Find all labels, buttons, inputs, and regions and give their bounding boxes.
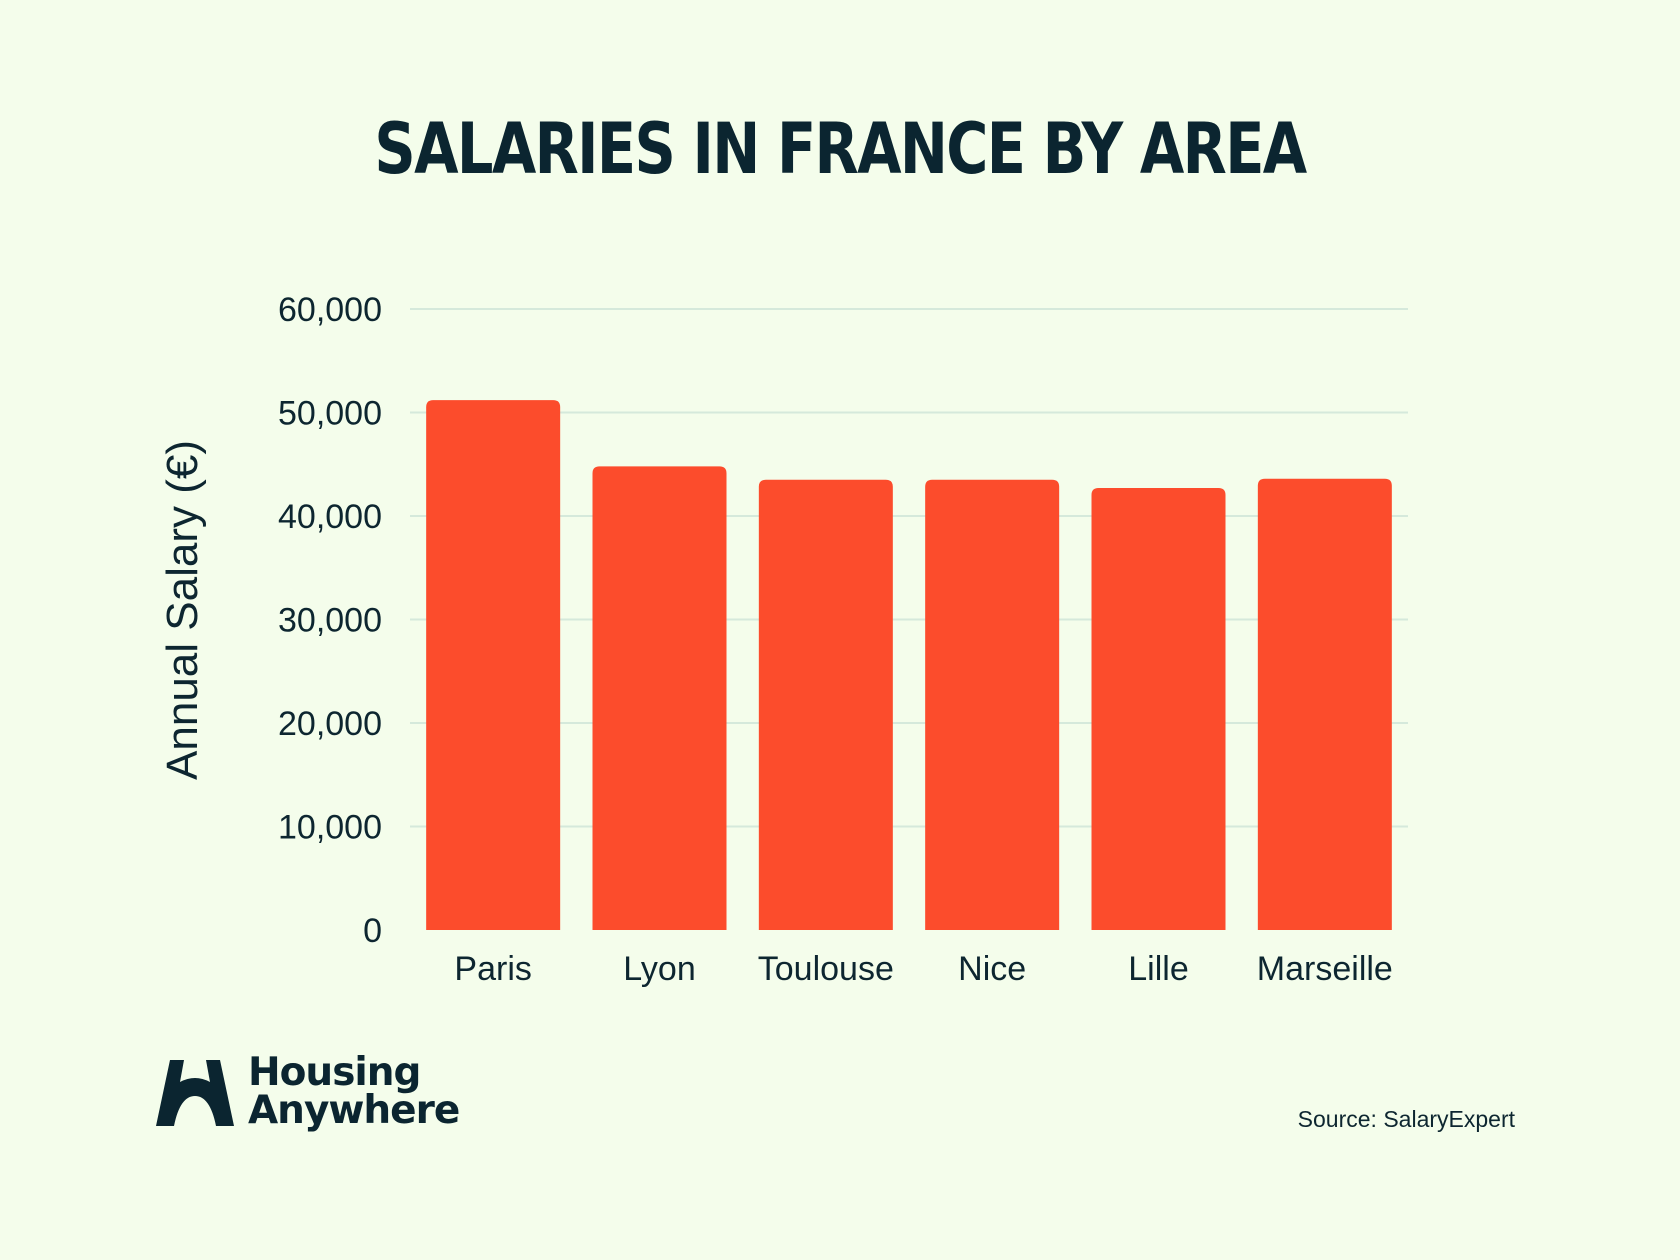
x-axis-labels: Paris Lyon Toulouse Nice Lille Marseille — [454, 950, 1392, 988]
bar-toulouse — [758, 479, 893, 930]
x-tick-label: Paris — [454, 950, 531, 988]
bar-lyon — [592, 466, 727, 930]
brand-line-2: Anywhere — [248, 1088, 460, 1133]
y-axis-title: Annual Salary (€) — [158, 440, 207, 780]
y-tick-label: 40,000 — [278, 498, 382, 536]
y-axis-ticks: 0 10,000 20,000 30,000 40,000 50,000 60,000 — [278, 291, 382, 950]
chart-title: SALARIES IN FRANCE BY AREA — [374, 108, 1307, 190]
x-tick-label: Marseille — [1257, 950, 1393, 988]
x-tick-label: Toulouse — [758, 950, 894, 988]
brand-line-1: Housing — [248, 1050, 421, 1095]
bar-lille — [1091, 488, 1226, 930]
x-tick-label: Lille — [1128, 950, 1188, 988]
y-tick-label: 10,000 — [278, 809, 382, 847]
y-tick-label: 50,000 — [278, 395, 382, 433]
gridlines — [410, 308, 1408, 828]
brand-logo: Housing Anywhere — [154, 1050, 460, 1133]
y-tick-label: 60,000 — [278, 291, 382, 329]
y-tick-label: 20,000 — [278, 705, 382, 743]
bar-paris — [426, 400, 561, 931]
x-tick-label: Lyon — [623, 950, 695, 988]
bar-marseille — [1257, 478, 1392, 930]
y-tick-label: 0 — [363, 912, 382, 950]
bar-nice — [925, 479, 1060, 930]
housing-anywhere-logo-icon — [156, 1060, 234, 1126]
source-note: Source: SalaryExpert — [1297, 1106, 1515, 1132]
y-tick-label: 30,000 — [278, 602, 382, 640]
bars — [426, 400, 1392, 931]
x-tick-label: Nice — [958, 950, 1026, 988]
